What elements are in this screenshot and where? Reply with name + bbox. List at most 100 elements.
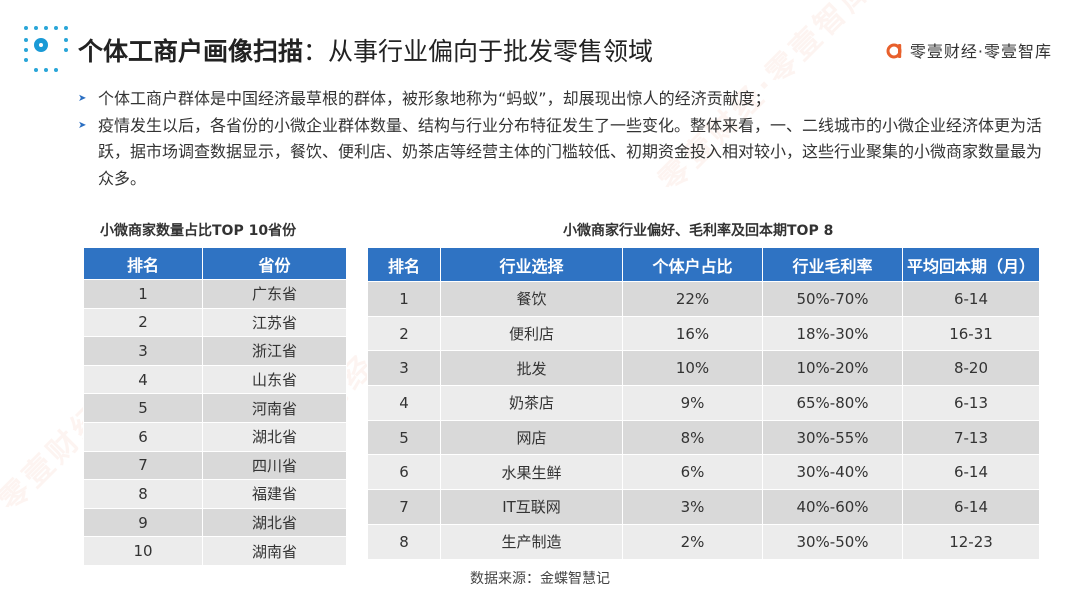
table-cell: 22% [622, 281, 763, 317]
table-cell: 批发 [440, 350, 623, 387]
column-header: 平均回本期（月） [902, 247, 1040, 282]
table-cell: 水果生鲜 [440, 454, 623, 491]
table-cell: 4 [367, 385, 441, 421]
table-row: 3 浙江省 [83, 336, 347, 366]
table-row: 2 便利店 16% 18%-30% 16-31 [367, 315, 1040, 352]
table-cell: 16-31 [902, 315, 1040, 352]
table-cell: 1 [83, 279, 203, 309]
table-cell: 7-13 [902, 419, 1040, 456]
table-row: 4 奶茶店 9% 65%-80% 6-13 [367, 385, 1040, 421]
table-cell: 2 [367, 315, 441, 352]
column-header: 省份 [202, 247, 347, 280]
table-row: 9 湖北省 [83, 507, 347, 538]
bullet-text: 个体工商户群体是中国经济最草根的群体，被形象地称为“蚂蚁”，却展现出惊人的经济贡… [98, 89, 771, 108]
page-title-bold: 个体工商户画像扫描 [78, 37, 304, 66]
title-decoration-icon [22, 26, 68, 72]
table-cell: 3 [367, 350, 441, 387]
column-header: 行业选择 [440, 247, 623, 282]
table-cell: 6-13 [902, 385, 1040, 421]
column-header: 个体户占比 [622, 247, 763, 282]
brand-logo-icon [886, 41, 904, 59]
table-cell: 山东省 [202, 364, 347, 395]
bullet-text: 疫情发生以后，各省份的小微企业群体数量、结构与行业分布特征发生了一些变化。整体来… [98, 115, 1043, 188]
table-cell: 40%-60% [762, 489, 903, 525]
table-cell: 10%-20% [762, 350, 903, 387]
table-row: 1 餐饮 22% 50%-70% 6-14 [367, 281, 1040, 317]
table-cell: 8% [622, 419, 763, 456]
table-cell: 16% [622, 315, 763, 352]
table-header-row: 排名 省份 [83, 247, 347, 280]
table-cell: 6-14 [902, 489, 1040, 525]
table-cell: 18%-30% [762, 315, 903, 352]
table-cell: 四川省 [202, 450, 347, 481]
table-cell: 30%-55% [762, 419, 903, 456]
table1-caption: 小微商家数量占比TOP 10省份 [100, 223, 297, 239]
table-cell: 6% [622, 454, 763, 491]
table-row: 6 湖北省 [83, 421, 347, 452]
bullet-list: ➤ 个体工商户群体是中国经济最草根的群体，被形象地称为“蚂蚁”，却展现出惊人的经… [76, 86, 1056, 192]
table-cell: 福建省 [202, 479, 347, 509]
page-title-rest: ：从事行业偏向于批发零售领域 [303, 37, 654, 66]
table-cell: 5 [83, 393, 203, 423]
table-cell: 网店 [440, 419, 623, 456]
bullet-item: ➤ 个体工商户群体是中国经济最草根的群体，被形象地称为“蚂蚁”，却展现出惊人的经… [76, 86, 1056, 113]
column-header: 排名 [367, 247, 441, 282]
table-row: 7 IT互联网 3% 40%-60% 6-14 [367, 489, 1040, 525]
table-cell: 湖北省 [202, 421, 347, 452]
table-cell: 65%-80% [762, 385, 903, 421]
page-title: 个体工商户画像扫描：从事行业偏向于批发零售领域 [78, 32, 653, 68]
table-cell: 30%-40% [762, 454, 903, 491]
table-cell: 2 [83, 307, 203, 338]
table-row: 2 江苏省 [83, 307, 347, 338]
table-row: 7 四川省 [83, 450, 347, 481]
data-source: 数据来源：金蝶智慧记 [470, 571, 610, 587]
table-row: 3 批发 10% 10%-20% 8-20 [367, 350, 1040, 387]
table-cell: 6 [83, 421, 203, 452]
table-row: 5 网店 8% 30%-55% 7-13 [367, 419, 1040, 456]
table-row: 4 山东省 [83, 364, 347, 395]
table-row: 5 河南省 [83, 393, 347, 423]
table-cell: 6-14 [902, 454, 1040, 491]
table-cell: 广东省 [202, 279, 347, 309]
table-cell: 7 [367, 489, 441, 525]
province-table: 排名 省份 1 广东省 2 江苏省 3 浙江省 4 山东省 5 河南省 6 湖北省 7 四川省… [83, 247, 347, 566]
table-row: 6 水果生鲜 6% 30%-40% 6-14 [367, 454, 1040, 491]
table-cell: IT互联网 [440, 489, 623, 525]
table-cell: 3 [83, 336, 203, 366]
table-cell: 便利店 [440, 315, 623, 352]
table-cell: 8 [367, 523, 441, 560]
brand-logo: 零壹财经·零壹智库 [886, 38, 1052, 62]
column-header: 排名 [83, 247, 203, 280]
industry-table: 排名 行业选择 个体户占比 行业毛利率 平均回本期（月） 1 餐饮 22% 50%-7… [367, 247, 1040, 560]
table-cell: 1 [367, 281, 441, 317]
table-cell: 12-23 [902, 523, 1040, 560]
table-cell: 6-14 [902, 281, 1040, 317]
table-cell: 10% [622, 350, 763, 387]
table-cell: 8 [83, 479, 203, 509]
table-cell: 浙江省 [202, 336, 347, 366]
table-cell: 5 [367, 419, 441, 456]
table-cell: 50%-70% [762, 281, 903, 317]
table-cell: 10 [83, 536, 203, 566]
table-cell: 7 [83, 450, 203, 481]
table-cell: 9 [83, 507, 203, 538]
table-cell: 6 [367, 454, 441, 491]
table-cell: 2% [622, 523, 763, 560]
table-cell: 餐饮 [440, 281, 623, 317]
table-cell: 湖南省 [202, 536, 347, 566]
bullet-arrow-icon: ➤ [78, 119, 87, 131]
column-header: 行业毛利率 [762, 247, 903, 282]
table-cell: 江苏省 [202, 307, 347, 338]
table-cell: 9% [622, 385, 763, 421]
table-cell: 8-20 [902, 350, 1040, 387]
table-header-row: 排名 行业选择 个体户占比 行业毛利率 平均回本期（月） [367, 247, 1040, 282]
bullet-item: ➤ 疫情发生以后，各省份的小微企业群体数量、结构与行业分布特征发生了一些变化。整… [76, 113, 1056, 193]
table-cell: 生产制造 [440, 523, 623, 560]
table-cell: 奶茶店 [440, 385, 623, 421]
table-cell: 湖北省 [202, 507, 347, 538]
table-cell: 4 [83, 364, 203, 395]
table-row: 8 福建省 [83, 479, 347, 509]
bullet-arrow-icon: ➤ [78, 93, 87, 104]
table2-caption: 小微商家行业偏好、毛利率及回本期TOP 8 [563, 223, 834, 239]
table-cell: 3% [622, 489, 763, 525]
